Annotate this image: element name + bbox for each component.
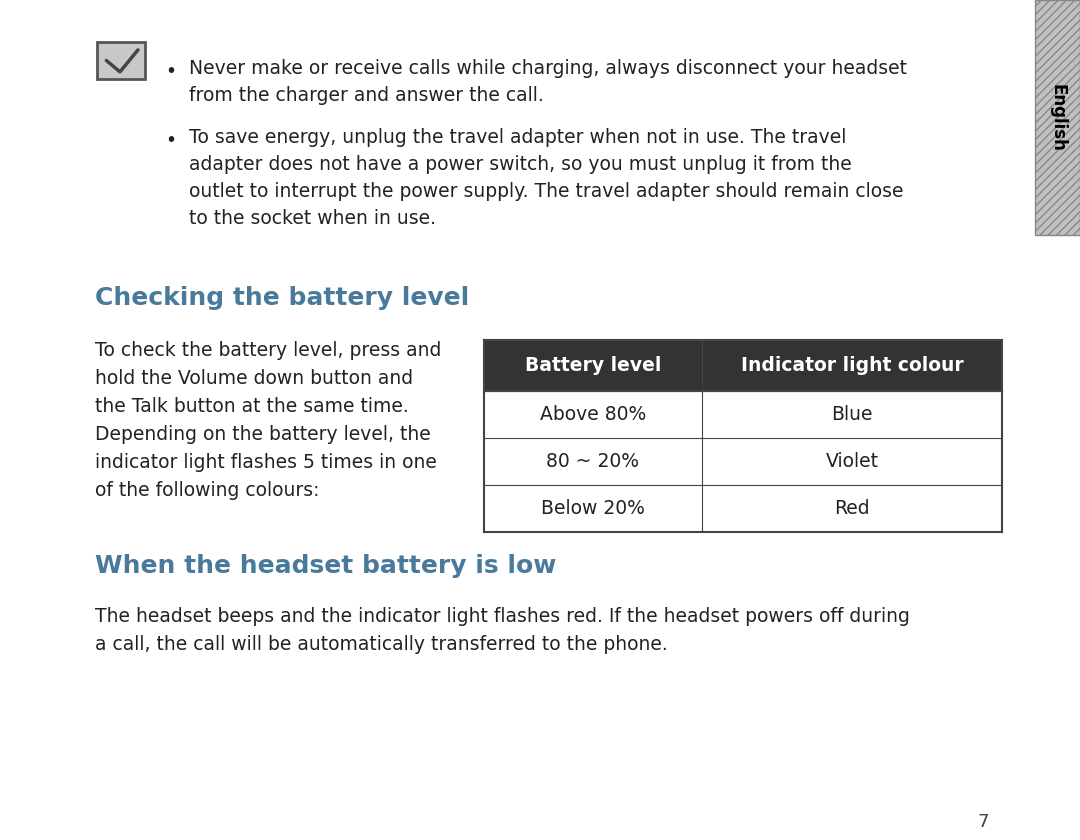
Bar [1035,0,1080,235]
Text: Battery level: Battery level [525,356,661,375]
Bar [1035,0,1080,235]
Text: The headset beeps and the indicator light flashes red. If the headset powers off: The headset beeps and the indicator ligh… [95,607,910,654]
Text: •: • [165,131,176,150]
Bar [97,41,146,79]
Text: Below 20%: Below 20% [541,499,645,517]
Bar [484,485,1002,532]
Text: To check the battery level, press and
hold the Volume down button and
the Talk b: To check the battery level, press and ho… [95,341,442,500]
Text: Above 80%: Above 80% [540,405,646,423]
Bar [97,41,146,79]
Text: Violet: Violet [825,452,878,470]
Text: When the headset battery is low: When the headset battery is low [95,554,556,579]
Text: 80 ~ 20%: 80 ~ 20% [546,452,639,470]
Text: Never make or receive calls while charging, always disconnect your headset
from : Never make or receive calls while chargi… [189,59,907,105]
Text: •: • [165,62,176,81]
Text: Indicator light colour: Indicator light colour [741,356,963,375]
Bar [484,391,1002,438]
Text: To save energy, unplug the travel adapter when not in use. The travel
adapter do: To save energy, unplug the travel adapte… [189,128,904,228]
Text: 7: 7 [977,812,988,831]
Text: English: English [1049,84,1066,151]
Text: Red: Red [834,499,869,517]
Text: Blue: Blue [832,405,873,423]
Bar [1035,0,1080,235]
Bar [484,438,1002,485]
Text: Checking the battery level: Checking the battery level [95,286,470,310]
Bar [484,340,1002,391]
